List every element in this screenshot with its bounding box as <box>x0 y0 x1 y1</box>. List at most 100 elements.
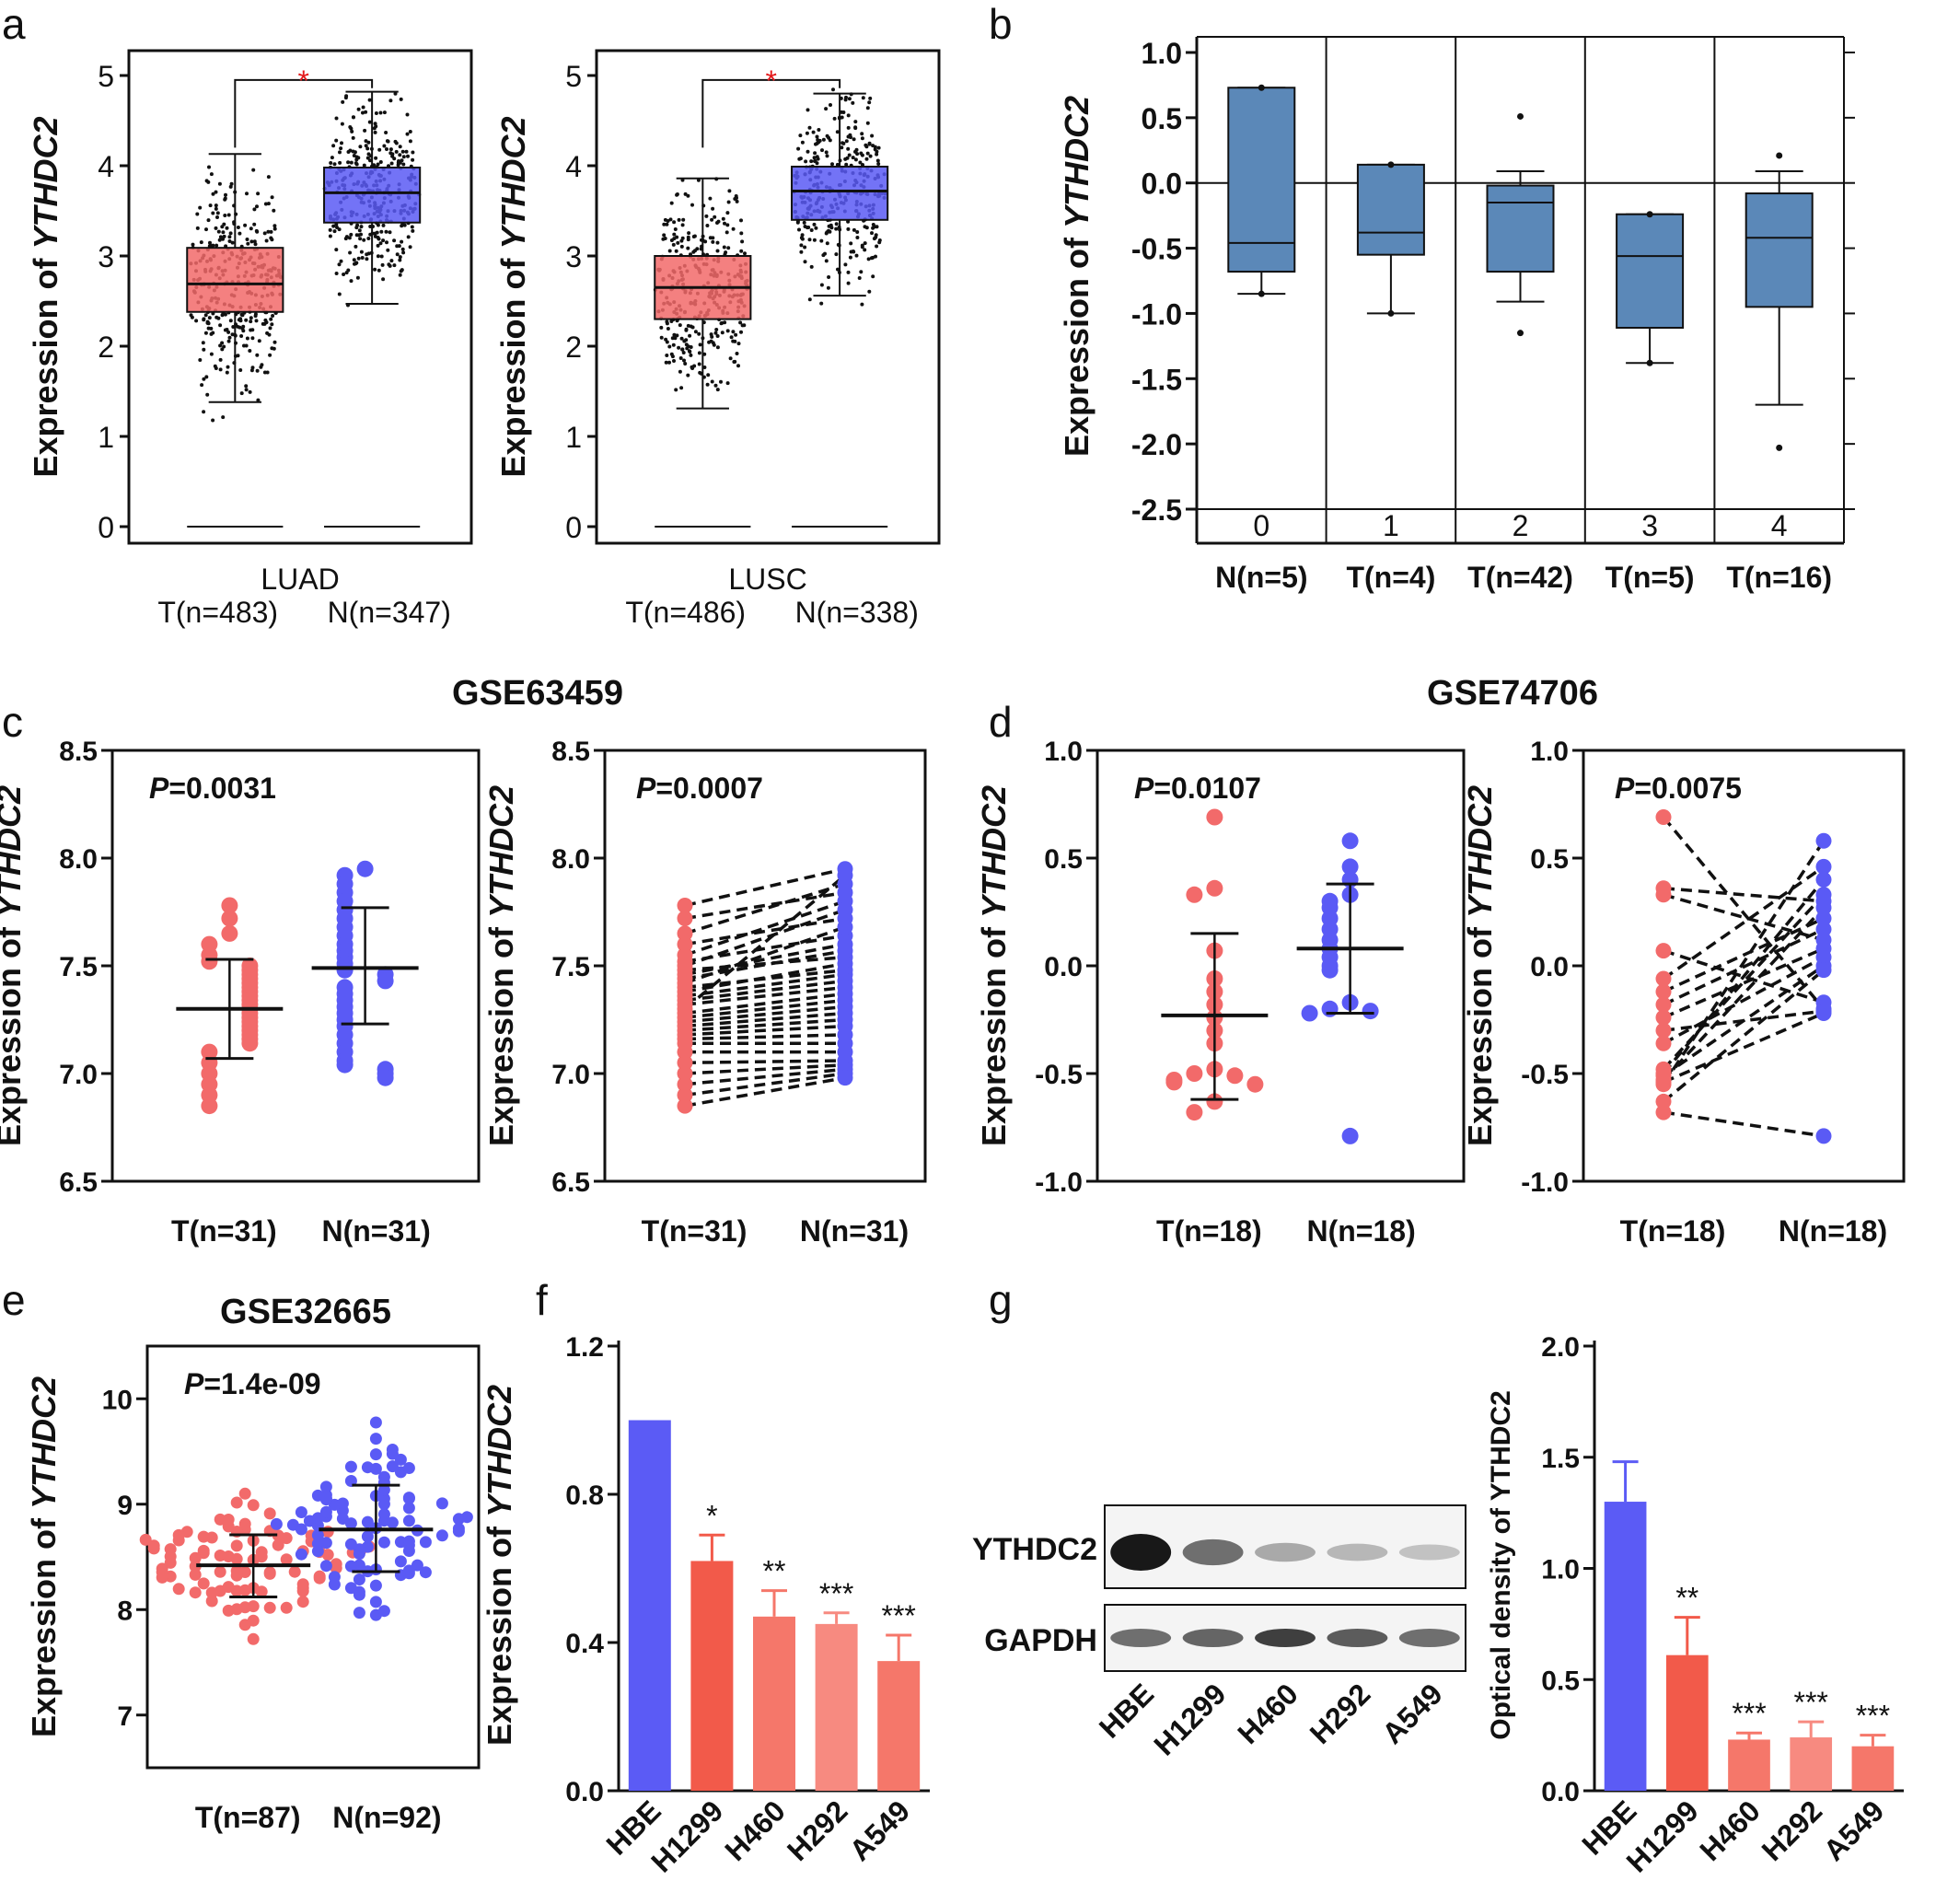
data-point <box>664 337 668 342</box>
data-point <box>355 223 360 227</box>
data-point <box>249 319 253 324</box>
data-point <box>679 244 684 249</box>
data-point <box>871 144 875 148</box>
data-point-N <box>361 1461 374 1474</box>
data-point <box>846 125 851 130</box>
data-point <box>809 159 814 164</box>
data-point <box>721 216 725 221</box>
data-point <box>248 389 252 394</box>
data-point <box>350 129 354 134</box>
data-point <box>218 343 223 348</box>
data-point-N <box>336 961 354 979</box>
data-point <box>725 211 730 215</box>
outlier-point <box>1517 330 1524 337</box>
data-point <box>224 192 227 197</box>
data-point <box>272 208 276 213</box>
data-point <box>855 236 860 239</box>
data-point-N <box>319 1560 332 1573</box>
data-point-T <box>205 1595 218 1608</box>
pair-line <box>684 1024 846 1037</box>
data-point <box>225 226 229 230</box>
y-axis-label: Expression of YTHDC2 <box>0 785 28 1146</box>
data-point-N <box>353 1588 365 1601</box>
p-symbol: P <box>636 772 656 805</box>
data-point <box>199 240 203 245</box>
significance-stars: * <box>706 1499 717 1532</box>
box <box>1227 87 1296 273</box>
data-point <box>378 110 383 115</box>
data-point-N <box>1815 921 1832 937</box>
data-point <box>392 263 397 268</box>
data-point <box>739 249 744 253</box>
data-point <box>716 219 721 224</box>
data-point-T <box>263 1567 276 1580</box>
data-point <box>814 142 817 146</box>
data-point-T <box>1206 879 1223 897</box>
data-point-T <box>189 1586 202 1599</box>
data-point-N <box>1321 1000 1339 1017</box>
data-point-T <box>263 1601 276 1614</box>
data-point <box>846 113 851 118</box>
pair-line <box>684 908 846 968</box>
data-point <box>358 145 363 149</box>
outlier-point <box>1517 112 1524 120</box>
data-point <box>352 154 356 157</box>
data-point <box>812 238 817 242</box>
pair-line <box>1662 878 1826 1075</box>
data-point <box>364 139 368 144</box>
pair-line <box>684 1017 846 1032</box>
data-point-N <box>1362 1003 1379 1020</box>
data-point-T <box>230 1496 243 1509</box>
data-point <box>846 134 851 139</box>
y-axis-label: Expression of YTHDC2 <box>27 116 64 477</box>
x-sublabel: N(n=18) <box>1306 1214 1415 1248</box>
significance-bracket <box>701 78 841 148</box>
data-point <box>819 301 824 306</box>
data-point <box>250 328 255 332</box>
p-value-label: P=0.0107 <box>1134 772 1261 805</box>
data-point <box>351 149 355 154</box>
y-tick-label: -1.0 <box>1131 297 1182 331</box>
data-point <box>846 270 851 274</box>
data-point-T <box>1165 1074 1183 1091</box>
data-point <box>395 244 400 249</box>
data-point <box>381 223 386 227</box>
data-point <box>205 392 210 397</box>
data-point <box>262 231 267 236</box>
x-sublabel: T(n=483) <box>157 596 278 629</box>
data-point <box>806 108 810 112</box>
data-point <box>230 240 235 245</box>
data-point <box>252 222 257 226</box>
data-point <box>373 234 377 238</box>
data-point-T <box>1206 808 1223 826</box>
x-tick-label: H460 <box>718 1794 792 1867</box>
data-point <box>365 257 369 261</box>
y-tick-label: 10 <box>102 1385 133 1415</box>
data-point <box>392 157 397 161</box>
x-sublabel: N(n=5) <box>1215 561 1307 594</box>
data-point <box>731 226 736 231</box>
data-point <box>724 230 729 235</box>
data-point-T <box>677 1065 693 1082</box>
p-symbol: P <box>1615 772 1635 805</box>
pair-line <box>1662 840 1826 1086</box>
bar-h460 <box>753 1616 795 1791</box>
data-point <box>843 98 848 102</box>
data-point <box>255 368 260 373</box>
data-point-T <box>197 1530 210 1543</box>
data-point <box>733 339 737 343</box>
data-point-T <box>280 1601 293 1614</box>
data-point-T <box>1655 970 1672 987</box>
data-point <box>849 241 853 246</box>
chart-g-bar: 0.00.51.01.52.0HBE**H1299***H460***H292*… <box>1486 1332 1904 1879</box>
data-point <box>249 239 254 244</box>
data-point <box>239 391 244 396</box>
y-tick-label: 7 <box>117 1701 133 1732</box>
y-tick-label: 6.5 <box>59 1167 98 1198</box>
data-point <box>268 326 272 331</box>
data-point-T <box>272 1538 284 1551</box>
blot-lane-label: A549 <box>1375 1677 1449 1750</box>
data-point-N <box>402 1492 415 1504</box>
data-point <box>853 157 858 162</box>
blot-band <box>1398 1544 1460 1561</box>
